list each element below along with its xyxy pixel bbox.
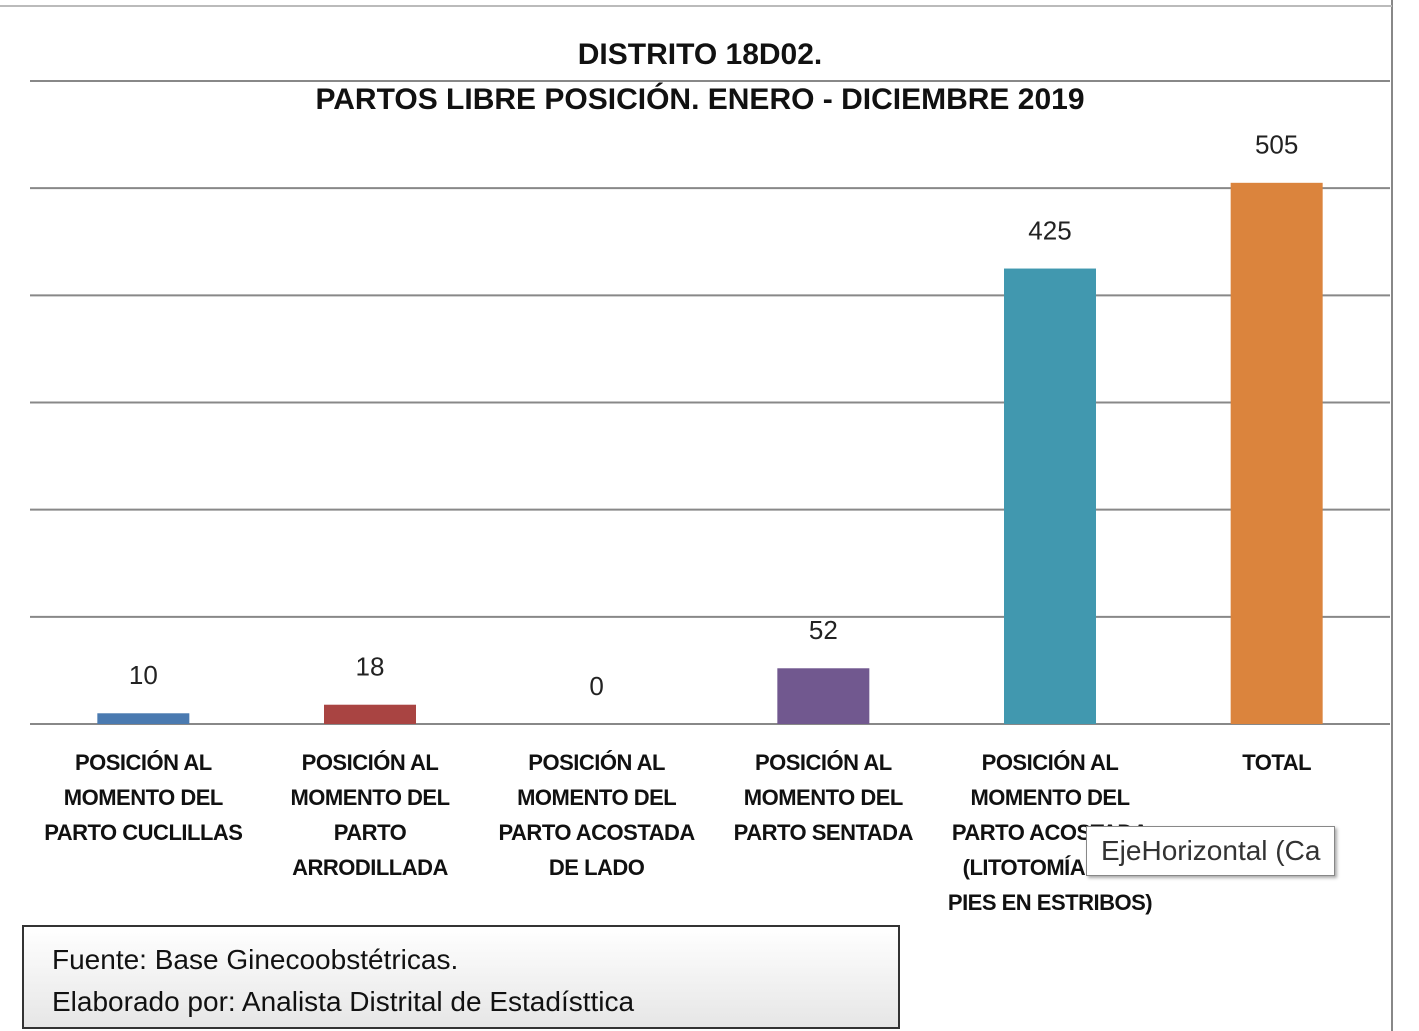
x-tick-label: TOTAL (1242, 750, 1312, 775)
source-line: Elaborado por: Analista Distrital de Est… (52, 986, 635, 1017)
value-label: 505 (1255, 130, 1298, 160)
x-tick-label: POSICIÓN AL MOMENTO DEL PARTO ACOSTADA D… (498, 750, 696, 880)
x-tick-label: POSICIÓN AL MOMENTO DEL PARTO CUCLILLAS (44, 750, 243, 845)
chart-subtitle: PARTOS LIBRE POSICIÓN. ENERO - DICIEMBRE… (315, 82, 1084, 116)
value-label: 18 (356, 652, 385, 682)
value-label: 52 (809, 615, 838, 645)
bar (777, 668, 870, 724)
x-tick-label: POSICIÓN AL MOMENTO DEL PARTO ARRODILLAD… (290, 750, 450, 880)
bar (324, 704, 416, 724)
source-box: Fuente: Base Ginecoobstétricas. Elaborad… (22, 925, 900, 1029)
value-label: 425 (1028, 215, 1071, 245)
bar (1230, 182, 1323, 724)
bar (97, 713, 190, 724)
value-label: 0 (589, 671, 603, 701)
chart-title: DISTRITO 18D02. (578, 38, 823, 71)
bar (1004, 268, 1096, 724)
tooltip: EjeHorizontal (Ca (1086, 826, 1336, 876)
x-tick-label: POSICIÓN AL MOMENTO DEL PARTO ACOSTADA (… (947, 750, 1153, 915)
x-tick-label: POSICIÓN AL MOMENTO DEL PARTO SENTADA (733, 750, 914, 845)
source-line: Fuente: Base Ginecoobstétricas. (52, 944, 459, 975)
value-label: 10 (129, 660, 158, 690)
